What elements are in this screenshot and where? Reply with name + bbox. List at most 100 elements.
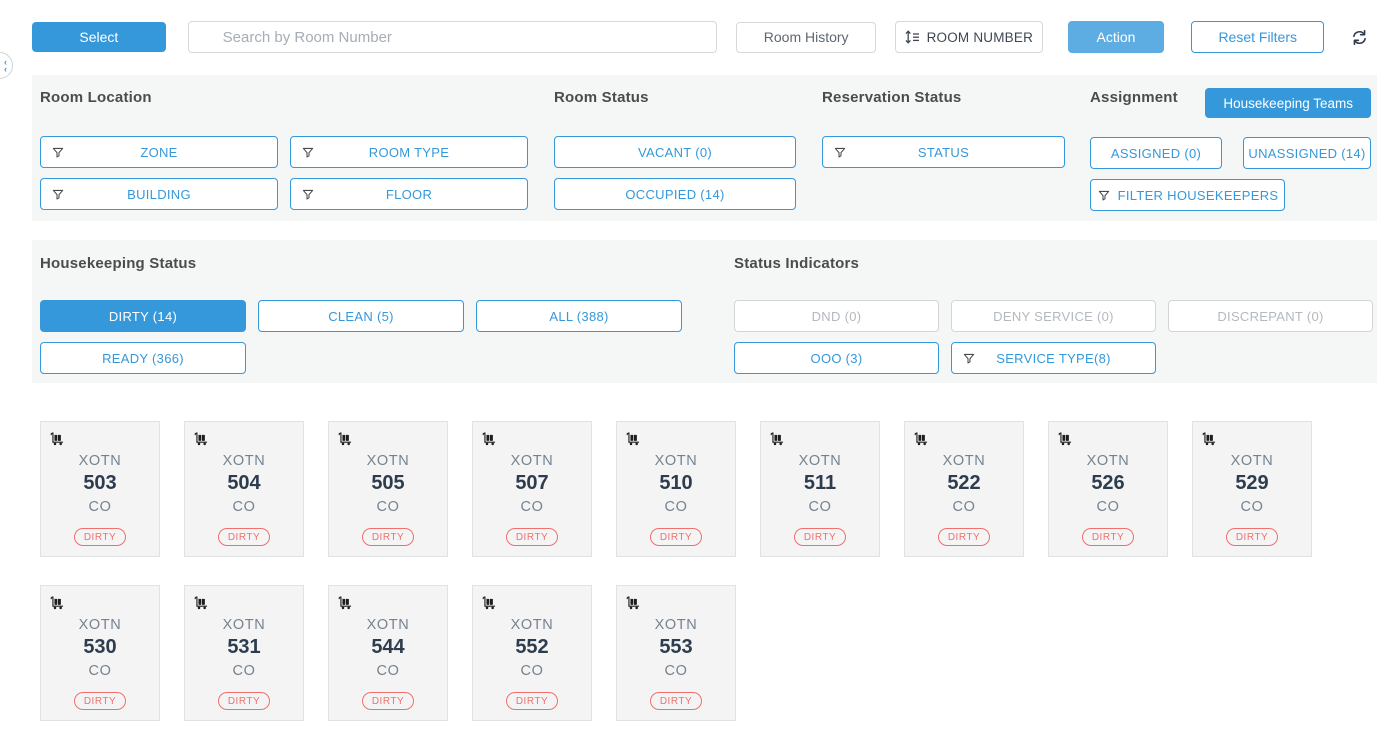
room-card[interactable]: XOTN 503 CO DIRTY <box>40 421 160 557</box>
status-indicators-title: Status Indicators <box>734 255 860 272</box>
room-prefix: XOTN <box>366 617 410 633</box>
room-reservation-status: CO <box>664 499 688 515</box>
room-number: 511 <box>803 472 837 494</box>
room-card[interactable]: XOTN 510 CO DIRTY <box>616 421 736 557</box>
room-type-filter-label: ROOM TYPE <box>368 144 450 160</box>
filters-panel-bottom: Housekeeping Status DIRTY (14) CLEAN (5)… <box>32 240 1377 383</box>
room-reservation-status: CO <box>520 663 544 679</box>
refresh-icon <box>1352 29 1366 45</box>
service-type-filter-button[interactable]: SERVICE TYPE(8) <box>951 342 1156 374</box>
panel-collapse-button[interactable]: ‹ ‹ <box>0 52 13 79</box>
room-number: 507 <box>515 472 549 494</box>
room-card[interactable]: XOTN 505 CO DIRTY <box>328 421 448 557</box>
room-location-section: Room Location ZONE ROOM TYPE <box>40 89 528 221</box>
room-prefix: XOTN <box>78 453 122 469</box>
search-box <box>187 21 718 53</box>
room-status-badge: DIRTY <box>649 692 703 710</box>
room-status-badge: DIRTY <box>217 692 271 710</box>
room-card[interactable]: XOTN 529 CO DIRTY <box>1192 421 1312 557</box>
ooo-filter-button[interactable]: OOO (3) <box>734 342 939 374</box>
service-type-filter-label: SERVICE TYPE(8) <box>996 350 1111 366</box>
room-card[interactable]: XOTN 553 CO DIRTY <box>616 585 736 721</box>
room-prefix: XOTN <box>510 617 554 633</box>
room-reservation-status: CO <box>1240 499 1264 515</box>
room-number: 552 <box>515 636 549 658</box>
room-type-filter-button[interactable]: ROOM TYPE <box>290 136 528 168</box>
room-history-button[interactable]: Room History <box>736 21 876 53</box>
reservation-status-filter-button[interactable]: STATUS <box>822 136 1065 168</box>
select-button[interactable]: Select <box>32 22 166 52</box>
room-location-title: Room Location <box>40 89 152 106</box>
assignment-title: Assignment <box>1090 89 1178 106</box>
occupied-filter-button[interactable]: OCCUPIED (14) <box>554 178 796 210</box>
building-filter-label: BUILDING <box>127 186 191 202</box>
sort-by-label: ROOM NUMBER <box>926 29 1034 45</box>
funnel-icon <box>833 145 847 160</box>
dirty-filter-button[interactable]: DIRTY (14) <box>40 300 246 332</box>
luggage-cart-icon <box>481 594 497 616</box>
deny-service-filter-button[interactable]: DENY SERVICE (0) <box>951 300 1156 332</box>
room-card[interactable]: XOTN 552 CO DIRTY <box>472 585 592 721</box>
toolbar: Select Room History ROOM NUMBER Action R… <box>32 20 1369 54</box>
floor-filter-button[interactable]: FLOOR <box>290 178 528 210</box>
room-reservation-status: CO <box>520 499 544 515</box>
housekeeping-teams-button[interactable]: Housekeeping Teams <box>1205 88 1371 118</box>
room-reservation-status: CO <box>376 663 400 679</box>
room-number: 503 <box>83 472 117 494</box>
room-reservation-status: CO <box>952 499 976 515</box>
refresh-button[interactable] <box>1349 27 1369 47</box>
floor-filter-label: FLOOR <box>385 186 433 202</box>
funnel-icon <box>1097 188 1111 203</box>
filter-housekeepers-button[interactable]: FILTER HOUSEKEEPERS <box>1090 179 1285 211</box>
assigned-filter-button[interactable]: ASSIGNED (0) <box>1090 137 1222 169</box>
room-card[interactable]: XOTN 504 CO DIRTY <box>184 421 304 557</box>
room-number: 544 <box>371 636 405 658</box>
room-reservation-status: CO <box>808 499 832 515</box>
room-card[interactable]: XOTN 511 CO DIRTY <box>760 421 880 557</box>
dnd-filter-button[interactable]: DND (0) <box>734 300 939 332</box>
room-number: 531 <box>227 636 261 658</box>
chevron-collapse-icon: ‹ <box>4 56 7 67</box>
vacant-filter-button[interactable]: VACANT (0) <box>554 136 796 168</box>
room-reservation-status: CO <box>664 663 688 679</box>
room-status-section: Room Status VACANT (0) OCCUPIED (14) <box>554 89 796 221</box>
room-prefix: XOTN <box>78 617 122 633</box>
room-number: 529 <box>1235 472 1269 494</box>
search-input[interactable] <box>188 22 717 52</box>
luggage-cart-icon <box>49 430 65 452</box>
sort-by-room-number-button[interactable]: ROOM NUMBER <box>895 21 1043 53</box>
action-button[interactable]: Action <box>1067 21 1165 53</box>
room-status-badge: DIRTY <box>1081 528 1135 546</box>
room-prefix: XOTN <box>1230 453 1274 469</box>
zone-filter-button[interactable]: ZONE <box>40 136 278 168</box>
clean-filter-button[interactable]: CLEAN (5) <box>258 300 464 332</box>
room-status-title: Room Status <box>554 89 649 106</box>
reservation-status-title: Reservation Status <box>822 89 962 106</box>
room-prefix: XOTN <box>798 453 842 469</box>
room-status-badge: DIRTY <box>361 528 415 546</box>
ready-filter-button[interactable]: READY (366) <box>40 342 246 374</box>
room-prefix: XOTN <box>942 453 986 469</box>
room-status-badge: DIRTY <box>505 528 559 546</box>
discrepant-filter-button[interactable]: DISCREPANT (0) <box>1168 300 1373 332</box>
unassigned-filter-button[interactable]: UNASSIGNED (14) <box>1243 137 1371 169</box>
all-filter-button[interactable]: ALL (388) <box>476 300 682 332</box>
room-card[interactable]: XOTN 544 CO DIRTY <box>328 585 448 721</box>
room-status-badge: DIRTY <box>505 692 559 710</box>
room-status-badge: DIRTY <box>649 528 703 546</box>
funnel-icon <box>301 145 315 160</box>
reset-filters-button[interactable]: Reset Filters <box>1191 21 1325 53</box>
room-card[interactable]: XOTN 526 CO DIRTY <box>1048 421 1168 557</box>
building-filter-button[interactable]: BUILDING <box>40 178 278 210</box>
room-card[interactable]: XOTN 531 CO DIRTY <box>184 585 304 721</box>
room-prefix: XOTN <box>222 617 266 633</box>
room-card[interactable]: XOTN 522 CO DIRTY <box>904 421 1024 557</box>
chevron-collapse-icon: ‹ <box>4 63 7 74</box>
room-number: 504 <box>227 472 261 494</box>
room-number: 522 <box>947 472 981 494</box>
room-card[interactable]: XOTN 530 CO DIRTY <box>40 585 160 721</box>
room-card[interactable]: XOTN 507 CO DIRTY <box>472 421 592 557</box>
luggage-cart-icon <box>337 430 353 452</box>
luggage-cart-icon <box>1201 430 1217 452</box>
room-reservation-status: CO <box>1096 499 1120 515</box>
